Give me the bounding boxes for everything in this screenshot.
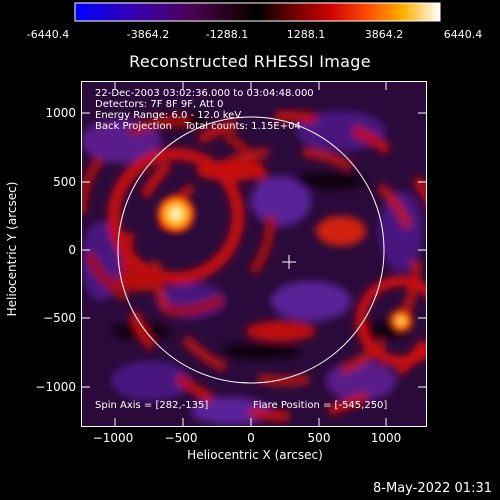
image-title: Reconstructed RHESSI Image (129, 52, 371, 71)
colorbar (74, 2, 441, 22)
colorbar-tick: 3864.2 (364, 28, 404, 41)
axis-ticks (82, 82, 426, 426)
x-tick-label: −1000 (92, 431, 134, 445)
colorbar-tick: 1288.1 (286, 28, 326, 41)
y-tick-label: −1000 (35, 380, 76, 394)
colorbar-tick: -1288.1 (205, 28, 249, 41)
detectors-info: Detectors: 7F 8F 9F, Att 0 (95, 99, 224, 110)
colorbar-tick: -3864.2 (126, 28, 170, 41)
solar-limb (117, 116, 385, 384)
spin-axis-label: Spin Axis = [282,-135] (95, 400, 209, 411)
x-tick-label: −500 (164, 431, 198, 445)
y-tick-label: −500 (43, 311, 76, 325)
colorbar-tick: 6440.4 (443, 28, 483, 41)
x-tick-label: 0 (247, 431, 255, 445)
colorbar-tick: -6440.4 (26, 28, 70, 41)
y-tick-label: 500 (53, 175, 76, 189)
method-counts: Back Projection Total counts: 1.15E+04 (95, 121, 301, 132)
x-tick-label: 1000 (370, 431, 402, 445)
footer-date: 8-May-2022 01:31 (373, 481, 492, 496)
flare-position-label: Flare Position = [-545,250] (253, 400, 388, 411)
y-axis-label: Heliocentric Y (arcsec) (5, 181, 19, 317)
time-range: 22-Dec-2003 03:02:36.000 to 03:04:48.000 (95, 88, 314, 99)
x-tick-label: 500 (307, 431, 331, 445)
rhessi-image (81, 81, 426, 426)
x-axis-label: Heliocentric X (arcsec) (187, 448, 323, 462)
y-tick-label: 0 (68, 243, 76, 257)
energy-range: Energy Range: 6.0 - 12.0 keV (95, 110, 242, 121)
y-tick-label: 1000 (45, 106, 76, 120)
spin-axis-marker (282, 255, 296, 269)
